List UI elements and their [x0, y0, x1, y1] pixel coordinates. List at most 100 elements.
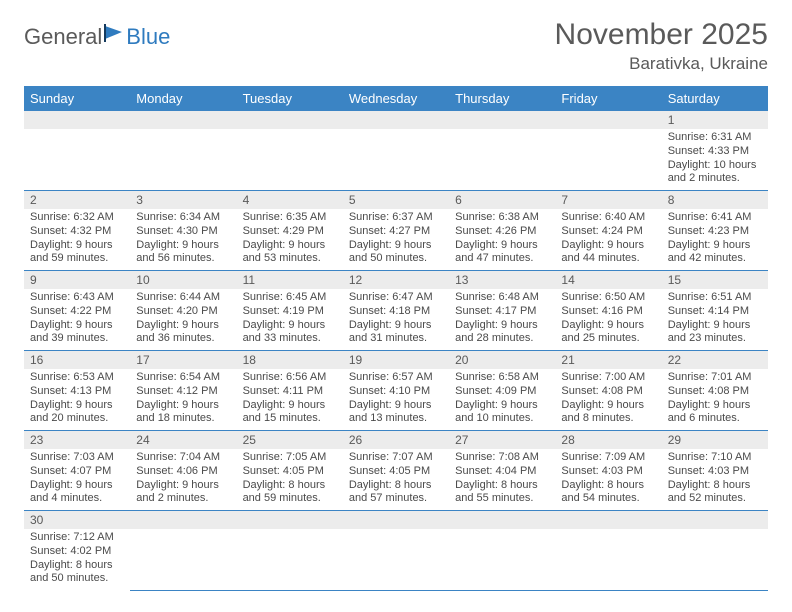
daylight-text: Daylight: 9 hours and 33 minutes.: [243, 319, 337, 347]
day-number: 1: [662, 111, 768, 129]
sunrise-text: Sunrise: 7:10 AM: [668, 451, 762, 465]
sunset-text: Sunset: 4:09 PM: [455, 385, 549, 399]
day-number: 22: [662, 351, 768, 369]
sunrise-text: Sunrise: 6:34 AM: [136, 211, 230, 225]
sunrise-text: Sunrise: 7:12 AM: [30, 531, 124, 545]
sunrise-text: Sunrise: 6:43 AM: [30, 291, 124, 305]
day-number-empty: [24, 111, 130, 129]
sunset-text: Sunset: 4:20 PM: [136, 305, 230, 319]
daylight-text: Daylight: 9 hours and 6 minutes.: [668, 399, 762, 427]
day-number: 20: [449, 351, 555, 369]
calendar-cell: [237, 511, 343, 591]
day-details: Sunrise: 6:48 AMSunset: 4:17 PMDaylight:…: [449, 289, 555, 350]
sunrise-text: Sunrise: 6:35 AM: [243, 211, 337, 225]
day-details: Sunrise: 7:09 AMSunset: 4:03 PMDaylight:…: [555, 449, 661, 510]
flag-icon: [104, 24, 126, 42]
weekday-header: Saturday: [662, 86, 768, 111]
day-details: Sunrise: 6:41 AMSunset: 4:23 PMDaylight:…: [662, 209, 768, 270]
day-details: Sunrise: 6:54 AMSunset: 4:12 PMDaylight:…: [130, 369, 236, 430]
calendar-cell: 28Sunrise: 7:09 AMSunset: 4:03 PMDayligh…: [555, 431, 661, 511]
daylight-text: Daylight: 8 hours and 52 minutes.: [668, 479, 762, 507]
sunset-text: Sunset: 4:14 PM: [668, 305, 762, 319]
daylight-text: Daylight: 9 hours and 47 minutes.: [455, 239, 549, 267]
calendar-cell: 20Sunrise: 6:58 AMSunset: 4:09 PMDayligh…: [449, 351, 555, 431]
day-details: Sunrise: 7:05 AMSunset: 4:05 PMDaylight:…: [237, 449, 343, 510]
calendar-cell: 12Sunrise: 6:47 AMSunset: 4:18 PMDayligh…: [343, 271, 449, 351]
sunset-text: Sunset: 4:26 PM: [455, 225, 549, 239]
sunset-text: Sunset: 4:33 PM: [668, 145, 762, 159]
day-details: Sunrise: 6:57 AMSunset: 4:10 PMDaylight:…: [343, 369, 449, 430]
sunset-text: Sunset: 4:24 PM: [561, 225, 655, 239]
day-number: 19: [343, 351, 449, 369]
logo-text-blue: Blue: [126, 24, 170, 50]
calendar-cell: [130, 511, 236, 591]
calendar-week-row: 23Sunrise: 7:03 AMSunset: 4:07 PMDayligh…: [24, 431, 768, 511]
day-number: 5: [343, 191, 449, 209]
day-number: 12: [343, 271, 449, 289]
daylight-text: Daylight: 9 hours and 25 minutes.: [561, 319, 655, 347]
sunrise-text: Sunrise: 7:00 AM: [561, 371, 655, 385]
weekday-header: Sunday: [24, 86, 130, 111]
sunrise-text: Sunrise: 6:53 AM: [30, 371, 124, 385]
day-number: 28: [555, 431, 661, 449]
sunset-text: Sunset: 4:10 PM: [349, 385, 443, 399]
day-number: 14: [555, 271, 661, 289]
sunset-text: Sunset: 4:12 PM: [136, 385, 230, 399]
calendar-cell: [130, 111, 236, 191]
title-block: November 2025 Barativka, Ukraine: [555, 18, 768, 74]
daylight-text: Daylight: 9 hours and 50 minutes.: [349, 239, 443, 267]
calendar-cell: 26Sunrise: 7:07 AMSunset: 4:05 PMDayligh…: [343, 431, 449, 511]
calendar-cell: 30Sunrise: 7:12 AMSunset: 4:02 PMDayligh…: [24, 511, 130, 591]
sunset-text: Sunset: 4:11 PM: [243, 385, 337, 399]
day-details: Sunrise: 6:38 AMSunset: 4:26 PMDaylight:…: [449, 209, 555, 270]
day-number: 25: [237, 431, 343, 449]
day-number: 21: [555, 351, 661, 369]
weekday-header: Thursday: [449, 86, 555, 111]
day-details: Sunrise: 6:31 AMSunset: 4:33 PMDaylight:…: [662, 129, 768, 190]
day-number: 24: [130, 431, 236, 449]
day-number-empty: [130, 111, 236, 129]
calendar-cell: 14Sunrise: 6:50 AMSunset: 4:16 PMDayligh…: [555, 271, 661, 351]
daylight-text: Daylight: 9 hours and 53 minutes.: [243, 239, 337, 267]
weekday-header-row: Sunday Monday Tuesday Wednesday Thursday…: [24, 86, 768, 111]
day-details: Sunrise: 6:56 AMSunset: 4:11 PMDaylight:…: [237, 369, 343, 430]
day-details: Sunrise: 7:03 AMSunset: 4:07 PMDaylight:…: [24, 449, 130, 510]
sunset-text: Sunset: 4:17 PM: [455, 305, 549, 319]
daylight-text: Daylight: 8 hours and 50 minutes.: [30, 559, 124, 587]
daylight-text: Daylight: 9 hours and 56 minutes.: [136, 239, 230, 267]
calendar-cell: 2Sunrise: 6:32 AMSunset: 4:32 PMDaylight…: [24, 191, 130, 271]
day-number: 26: [343, 431, 449, 449]
day-number: 18: [237, 351, 343, 369]
day-number-empty: [449, 511, 555, 529]
calendar-body: 1Sunrise: 6:31 AMSunset: 4:33 PMDaylight…: [24, 111, 768, 590]
day-details: Sunrise: 7:12 AMSunset: 4:02 PMDaylight:…: [24, 529, 130, 590]
sunset-text: Sunset: 4:30 PM: [136, 225, 230, 239]
sunset-text: Sunset: 4:23 PM: [668, 225, 762, 239]
calendar-cell: 1Sunrise: 6:31 AMSunset: 4:33 PMDaylight…: [662, 111, 768, 191]
day-details: Sunrise: 6:53 AMSunset: 4:13 PMDaylight:…: [24, 369, 130, 430]
daylight-text: Daylight: 9 hours and 42 minutes.: [668, 239, 762, 267]
day-details: Sunrise: 7:01 AMSunset: 4:08 PMDaylight:…: [662, 369, 768, 430]
daylight-text: Daylight: 9 hours and 10 minutes.: [455, 399, 549, 427]
day-number: 4: [237, 191, 343, 209]
sunrise-text: Sunrise: 6:57 AM: [349, 371, 443, 385]
day-details: Sunrise: 6:34 AMSunset: 4:30 PMDaylight:…: [130, 209, 236, 270]
day-number: 9: [24, 271, 130, 289]
daylight-text: Daylight: 9 hours and 15 minutes.: [243, 399, 337, 427]
calendar-cell: 10Sunrise: 6:44 AMSunset: 4:20 PMDayligh…: [130, 271, 236, 351]
calendar-cell: 7Sunrise: 6:40 AMSunset: 4:24 PMDaylight…: [555, 191, 661, 271]
day-number: 8: [662, 191, 768, 209]
calendar-cell: 5Sunrise: 6:37 AMSunset: 4:27 PMDaylight…: [343, 191, 449, 271]
daylight-text: Daylight: 9 hours and 59 minutes.: [30, 239, 124, 267]
logo-text-general: General: [24, 24, 102, 50]
day-number: 3: [130, 191, 236, 209]
day-details: Sunrise: 6:35 AMSunset: 4:29 PMDaylight:…: [237, 209, 343, 270]
daylight-text: Daylight: 9 hours and 31 minutes.: [349, 319, 443, 347]
logo: General Blue: [24, 24, 170, 50]
calendar-cell: 27Sunrise: 7:08 AMSunset: 4:04 PMDayligh…: [449, 431, 555, 511]
sunset-text: Sunset: 4:08 PM: [561, 385, 655, 399]
day-number-empty: [130, 511, 236, 529]
sunset-text: Sunset: 4:08 PM: [668, 385, 762, 399]
day-details: Sunrise: 6:58 AMSunset: 4:09 PMDaylight:…: [449, 369, 555, 430]
day-number: 11: [237, 271, 343, 289]
